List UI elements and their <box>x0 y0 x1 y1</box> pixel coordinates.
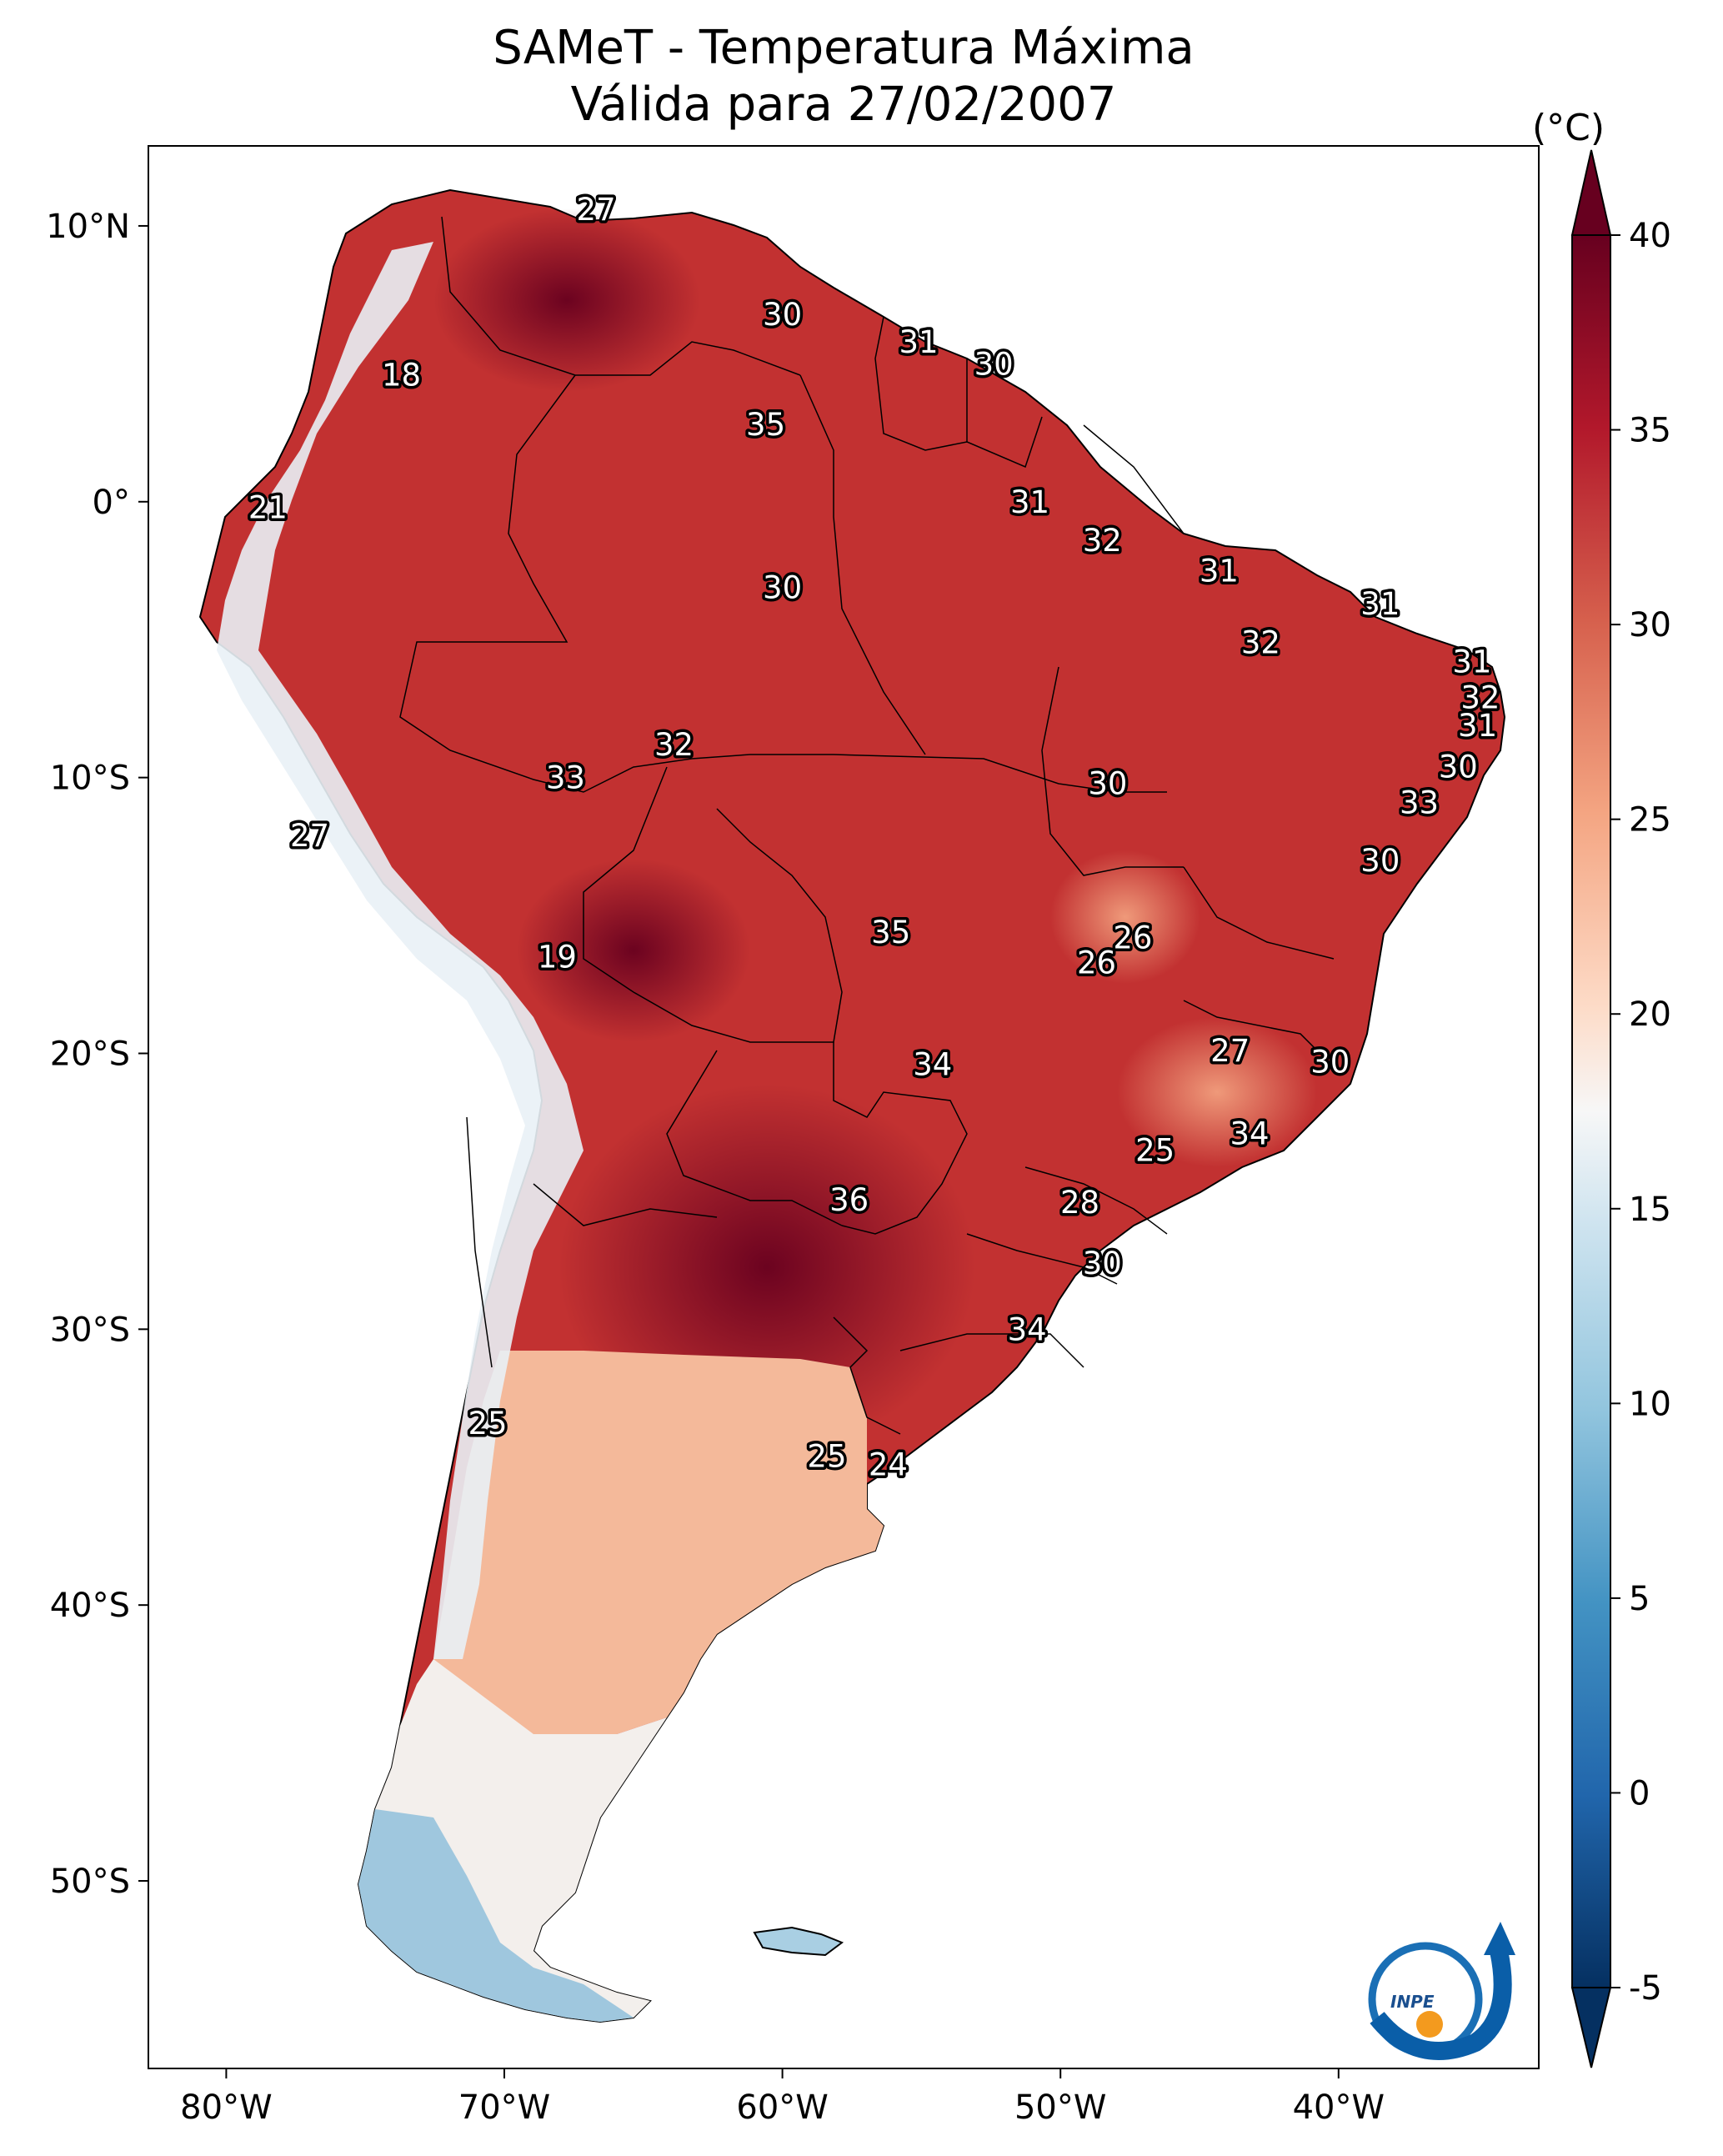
station-value-label: 24 <box>869 1447 908 1482</box>
station-value-label: 32 <box>654 727 694 763</box>
station-value-label: 32 <box>1241 625 1280 661</box>
country-borders <box>399 216 1335 1435</box>
logo-orange-dot <box>1416 2011 1443 2038</box>
station-value-label: 31 <box>1458 708 1497 744</box>
station-value-label: 34 <box>913 1047 952 1083</box>
lat-tick-label: 40°S <box>50 1587 130 1625</box>
station-value-label: 25 <box>807 1439 846 1475</box>
station-value-label: 33 <box>546 760 585 796</box>
land-southern-cone-mild <box>433 1351 884 1734</box>
andes-cool-strip <box>217 242 584 1659</box>
lat-tick-label: 10°N <box>46 208 130 246</box>
station-value-label: 27 <box>577 192 616 228</box>
lon-tick-label: 50°W <box>1014 2088 1106 2127</box>
station-value-label: 28 <box>1060 1185 1099 1221</box>
station-value-label: 34 <box>1008 1311 1047 1347</box>
colorbar-tick-label: 20 <box>1629 995 1671 1034</box>
logo-text: INPE <box>1390 1992 1435 2012</box>
land-falklands <box>753 1926 844 1957</box>
logo-arrow-head-icon <box>1484 1922 1515 1955</box>
inpe-logo: INPE <box>1368 1922 1515 2060</box>
station-value-label: 18 <box>382 358 421 394</box>
station-value-label: 21 <box>248 489 288 525</box>
lat-tick-label: 20°S <box>50 1035 130 1073</box>
colorbar-bottom-arrow <box>1570 1987 1612 2068</box>
colorbar-tick-label: 10 <box>1629 1385 1671 1423</box>
station-value-labels: 2718212719253031303531323131323132313033… <box>245 189 1503 1486</box>
station-value-label: 30 <box>1088 765 1127 801</box>
station-value-label: 30 <box>1310 1044 1350 1080</box>
station-value-label: 30 <box>974 346 1014 382</box>
lon-tick-label: 60°W <box>736 2088 828 2127</box>
station-value-label: 32 <box>1083 523 1122 559</box>
colorbar-top-arrow <box>1570 149 1612 236</box>
station-value-label: 27 <box>1210 1033 1250 1069</box>
colorbar-ticks: 40 35 30 25 20 15 10 5 0 -5 <box>1610 217 1671 2008</box>
station-value-label: 34 <box>1230 1116 1270 1151</box>
lat-tick-label: 50°S <box>50 1863 130 1901</box>
mild-region-goias <box>1050 850 1200 984</box>
lon-tick-label: 70°W <box>458 2088 550 2127</box>
latitude-ticks: 10°N 0° 10°S 20°S 30°S 40°S 50°S <box>46 208 148 1901</box>
colorbar-tick-label: 15 <box>1629 1191 1671 1229</box>
lat-tick-label: 30°S <box>50 1311 130 1349</box>
lon-tick-label: 80°W <box>180 2088 272 2127</box>
station-value-label: 31 <box>1200 554 1239 589</box>
mild-region-minas <box>1117 1017 1317 1167</box>
lon-tick-label: 40°W <box>1293 2088 1385 2127</box>
station-value-label: 30 <box>1439 749 1478 785</box>
lat-tick-label: 0° <box>93 484 130 522</box>
station-value-label: 25 <box>1135 1132 1175 1168</box>
colorbar-gradient <box>1571 234 1611 1988</box>
station-value-label: 31 <box>1360 586 1400 622</box>
station-value-label: 26 <box>1113 920 1152 956</box>
land-patagonia-cold <box>358 1809 634 2022</box>
hot-region-bolivia <box>517 859 750 1042</box>
station-value-label: 33 <box>1400 785 1439 820</box>
colorbar-tick-label: 0 <box>1629 1774 1650 1813</box>
station-value-label: 35 <box>746 407 785 443</box>
colorbar-tick-label: 25 <box>1629 801 1671 840</box>
station-value-label: 30 <box>1360 843 1400 879</box>
station-value-label: 36 <box>829 1182 869 1218</box>
station-value-label: 19 <box>538 940 577 975</box>
colorbar: 40 35 30 25 20 15 10 5 0 -5 <box>1570 149 1671 2068</box>
station-value-label: 31 <box>1452 644 1491 680</box>
station-value-label: 30 <box>763 569 802 605</box>
colorbar-tick-label: 35 <box>1629 412 1671 450</box>
hot-region-venezuela <box>433 208 700 392</box>
colorbar-tick-label: 30 <box>1629 606 1671 644</box>
chart-title-line2: Válida para 27/02/2007 <box>570 78 1117 132</box>
lat-tick-label: 10°S <box>50 760 130 798</box>
station-value-label: 30 <box>1083 1246 1122 1281</box>
station-value-label: 26 <box>1077 945 1116 980</box>
colorbar-tick-label: 5 <box>1629 1580 1650 1618</box>
station-value-label: 35 <box>871 915 910 950</box>
station-value-label: 31 <box>899 324 939 360</box>
station-value-label: 25 <box>468 1406 507 1442</box>
station-value-label: 31 <box>1010 484 1049 520</box>
station-value-label: 32 <box>1460 680 1500 716</box>
longitude-ticks: 80°W 70°W 60°W 50°W 40°W <box>180 2068 1385 2127</box>
station-value-label: 30 <box>763 297 802 333</box>
map-plot-area <box>148 146 1539 2068</box>
logo-arrow-icon <box>1370 1948 1512 2060</box>
colorbar-unit-label: (°C) <box>1532 107 1605 149</box>
chart-title-line1: SAMeT - Temperatura Máxima <box>493 21 1195 75</box>
map-frame <box>148 145 1540 2069</box>
station-value-label: 27 <box>290 818 329 854</box>
colorbar-tick-label: -5 <box>1629 1969 1662 2008</box>
colorbar-tick-label: 40 <box>1629 217 1671 255</box>
